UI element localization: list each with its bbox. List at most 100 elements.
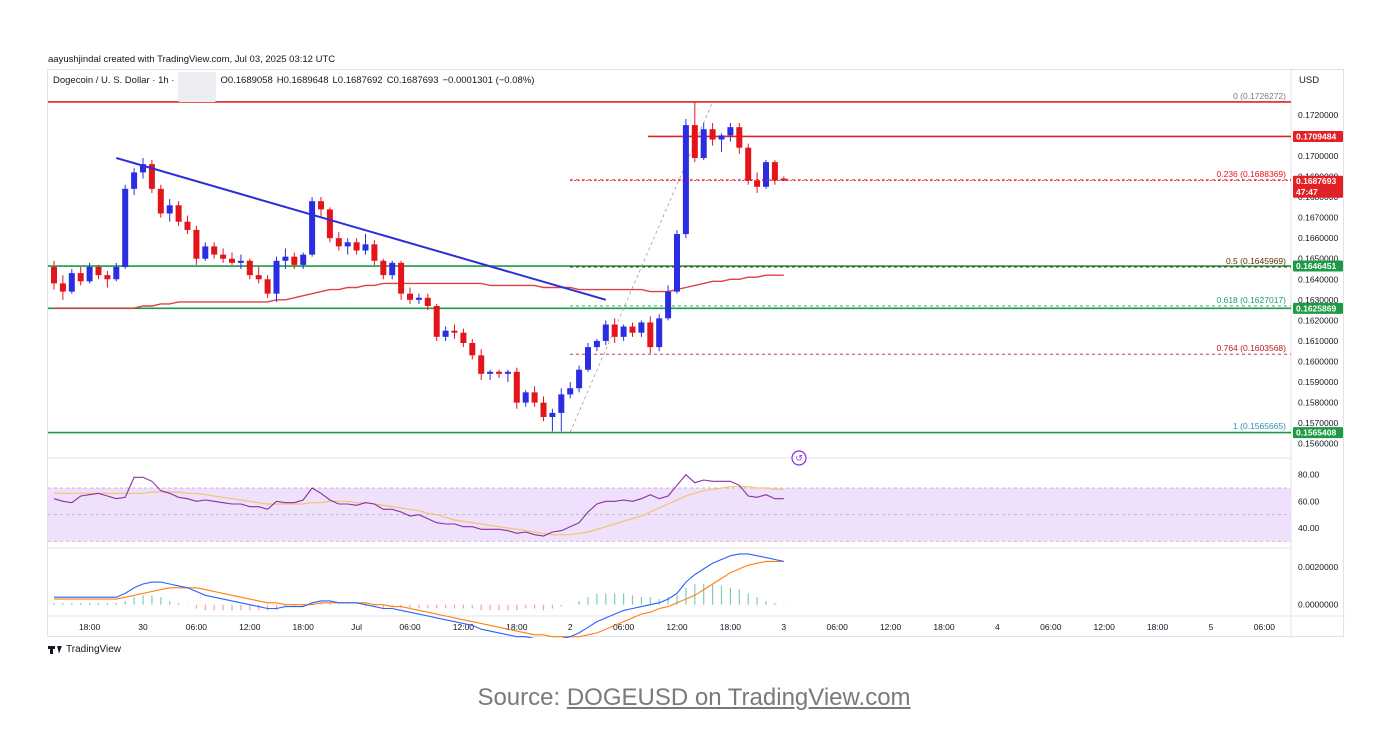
y-tick-label: 0.1560000 <box>1298 439 1338 449</box>
macd-histogram-bar <box>186 604 189 606</box>
price-chart[interactable]: 0.17200000.17100000.17000000.16900000.16… <box>48 70 1345 638</box>
fib-level-label: 1 (0.1565665) <box>1233 421 1286 431</box>
macd-histogram-bar <box>53 602 55 605</box>
macd-histogram-bar <box>685 587 687 605</box>
macd-histogram-bar <box>80 602 82 605</box>
macd-histogram-bar <box>258 604 260 611</box>
x-tick-label: 06:00 <box>186 622 208 632</box>
candle-body <box>202 246 209 259</box>
price-tag-label: 0.1565408 <box>1296 428 1336 438</box>
macd-histogram-bar <box>293 604 295 607</box>
candle-body <box>665 291 672 319</box>
x-tick-label: 06:00 <box>613 622 635 632</box>
y-tick-label: 0.1630000 <box>1298 295 1338 305</box>
candle-body <box>709 129 716 140</box>
low-value: L0.1687692 <box>332 75 383 86</box>
candle-body <box>531 392 538 403</box>
candle-body <box>291 256 298 265</box>
candle-body <box>460 332 467 343</box>
candle-body <box>522 392 529 403</box>
candle-body <box>68 273 75 292</box>
candle-body <box>682 125 689 235</box>
candle-body <box>51 266 57 284</box>
currency-label[interactable]: USD <box>1299 75 1320 86</box>
candle-body <box>237 260 244 263</box>
candle-body <box>148 164 155 189</box>
macd-histogram-bar <box>267 604 269 611</box>
macd-histogram-bar <box>534 604 536 609</box>
macd-histogram-bar <box>667 597 669 605</box>
chart-attribution: aayushjindal created with TradingView.co… <box>48 54 336 65</box>
candle-body <box>344 242 351 247</box>
macd-histogram-bar <box>62 602 64 605</box>
y-tick-label: 0.1660000 <box>1298 233 1338 243</box>
macd-histogram-bar <box>605 593 607 605</box>
candle-body <box>318 201 324 210</box>
macd-histogram-bar <box>373 604 375 607</box>
candle-body <box>59 283 66 292</box>
macd-histogram-bar <box>649 597 651 605</box>
candle-body <box>754 180 761 187</box>
close-value: C0.1687693 <box>386 75 439 86</box>
x-tick-label: 06:00 <box>1040 622 1062 632</box>
macd-histogram-bar <box>195 604 197 609</box>
macd-histogram-bar <box>560 604 562 607</box>
candle-body <box>273 260 280 294</box>
macd-histogram-bar <box>720 585 723 605</box>
macd-histogram-bar <box>231 604 233 611</box>
candle-body <box>131 172 138 189</box>
x-tick-label: 12:00 <box>239 622 261 632</box>
candle-body <box>326 209 333 239</box>
macd-histogram-bar <box>783 604 785 606</box>
candle-body <box>763 162 769 187</box>
replay-icon-glyph: ↺ <box>795 454 803 464</box>
candle-body <box>335 238 342 247</box>
macd-histogram-bar <box>631 595 634 605</box>
macd-histogram-bar <box>694 584 696 605</box>
candle-body <box>504 371 511 374</box>
candle-body <box>415 297 422 300</box>
macd-histogram-bar <box>213 604 215 611</box>
macd-histogram-bar <box>774 602 776 605</box>
fib-level-label: 0.236 (0.1688369) <box>1217 169 1287 179</box>
candle-body <box>211 246 218 255</box>
macd-tick-label: 0.0000000 <box>1298 600 1338 610</box>
chart-frame: 0.17200000.17100000.17000000.16900000.16… <box>47 69 1345 638</box>
rsi-tick-label: 60.00 <box>1298 496 1320 506</box>
high-value: H0.1689648 <box>276 75 329 86</box>
candle-body <box>727 127 734 136</box>
candle-body <box>620 326 627 337</box>
x-tick-label: 12:00 <box>666 622 688 632</box>
candle-body <box>309 201 316 255</box>
source-link[interactable]: DOGEUSD on TradingView.com <box>566 684 911 711</box>
candle-body <box>549 412 556 417</box>
x-tick-label: 12:00 <box>453 622 475 632</box>
candle-body <box>424 297 431 306</box>
price-tag <box>1293 302 1343 314</box>
macd-histogram-bar <box>364 604 367 607</box>
candle-body <box>602 324 609 341</box>
price-tag-label: 0.1709484 <box>1296 131 1336 141</box>
candle-body <box>300 254 307 265</box>
price-tag <box>1293 175 1343 198</box>
macd-histogram-bar <box>436 604 438 609</box>
macd-histogram-bar <box>106 602 108 605</box>
price-tag <box>1293 427 1343 439</box>
candle-body <box>576 369 583 389</box>
x-tick-label: 12:00 <box>1094 622 1116 632</box>
macd-histogram-bar <box>71 602 73 605</box>
x-tick-label: 30 <box>138 622 148 632</box>
candle-body <box>282 256 289 261</box>
source-caption: Source: DOGEUSD on TradingView.com <box>0 684 1388 712</box>
candle-body <box>140 164 146 173</box>
macd-tick-label: 0.0020000 <box>1298 562 1338 572</box>
candle-body <box>371 244 378 261</box>
macd-histogram-bar <box>169 600 171 605</box>
macd-histogram-bar <box>142 595 144 605</box>
x-tick-label: 4 <box>995 622 1000 632</box>
candle-body <box>86 266 93 282</box>
macd-histogram-bar <box>453 604 456 609</box>
candle-body <box>246 260 253 276</box>
candle-body <box>540 402 547 417</box>
candle-body <box>647 322 654 348</box>
